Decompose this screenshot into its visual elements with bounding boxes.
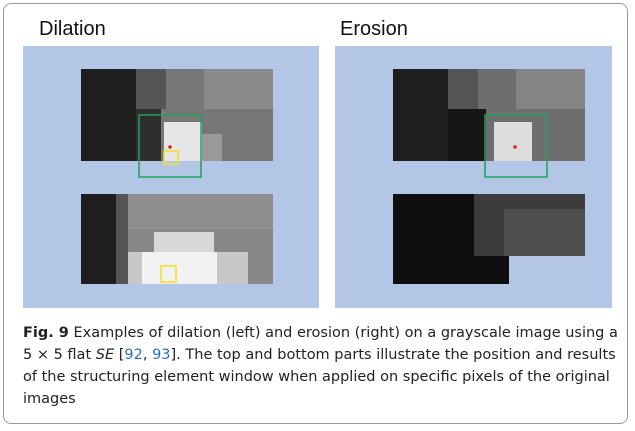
caption: Fig. 9 Examples of dilation (left) and e…	[23, 322, 623, 410]
image-erosion-top	[393, 69, 585, 177]
caption-text: ,	[143, 347, 152, 363]
image-erosion-bottom	[393, 194, 585, 284]
caption-emphasis: SE	[96, 347, 114, 363]
reference-link[interactable]: 92	[124, 347, 142, 363]
figure-images	[4, 4, 629, 314]
figure-frame: Dilation Erosion	[3, 3, 628, 424]
image-dilation-bottom	[81, 194, 273, 284]
caption-label: Fig. 9	[23, 325, 69, 341]
caption-text: [	[114, 347, 124, 363]
image-dilation-top	[81, 69, 273, 177]
reference-link[interactable]: 93	[152, 347, 170, 363]
